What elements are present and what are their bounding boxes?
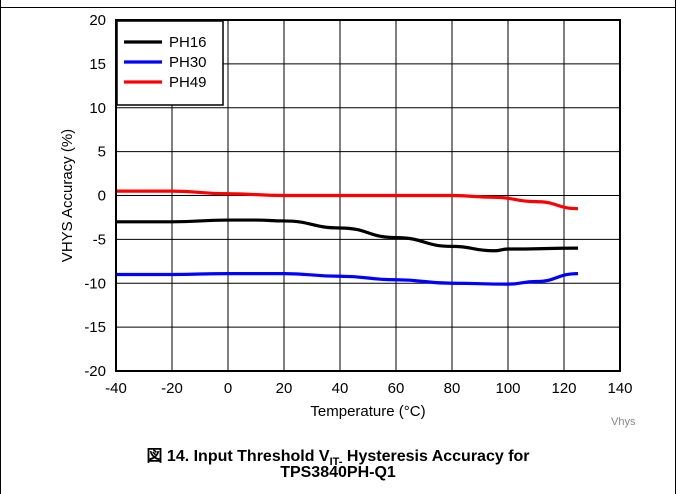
x-tick-label: 60 (388, 380, 405, 397)
x-tick-label: -40 (105, 380, 127, 397)
caption-subscript: IT- (329, 456, 343, 469)
y-tick-label: 10 (89, 100, 106, 117)
plot-area-border (115, 19, 621, 372)
legend-label-ph49: PH49 (169, 74, 207, 91)
line-chart: -40 -20 0 20 40 60 80 100 120 140-20-15-10-505101… (59, 12, 633, 420)
series-line-ph30 (116, 271, 579, 286)
y-tick-label: -20 (84, 363, 106, 380)
x-axis-label: Temperature (°C) (310, 403, 425, 420)
y-tick-label: 5 (98, 144, 106, 161)
y-tick-label: 15 (89, 56, 106, 73)
left-frame-border (0, 0, 1, 494)
series-lines (115, 189, 579, 286)
watermark-text: Vhys (611, 416, 636, 428)
legend: PH16 PH30 PH49 (116, 20, 224, 106)
figure-caption-line-2: TPS3840PH-Q1 (280, 464, 396, 481)
x-tick-label: 140 (607, 380, 632, 397)
y-tick-label: 0 (98, 188, 106, 205)
x-tick-label: 20 (276, 380, 293, 397)
series-line-ph16 (116, 218, 579, 253)
y-tick-label: -15 (84, 319, 106, 336)
figure-caption: 図 14. Input Threshold VIT- Hysteresis Ac… (0, 442, 676, 468)
tick-labels: -40 -20 0 20 40 60 80 100 120 140-20-15-10-505101… (84, 12, 632, 397)
x-tick-label: -20 (161, 380, 183, 397)
caption-prefix: 図 14. Input Threshold V (146, 448, 330, 465)
y-tick-label: 20 (89, 12, 106, 29)
series-line-ph49 (115, 189, 579, 211)
x-tick-label: 40 (332, 380, 349, 397)
legend-label-ph16: PH16 (169, 34, 207, 51)
y-tick-label: -5 (93, 231, 106, 248)
caption-suffix: Hysteresis Accuracy for (342, 448, 530, 465)
x-tick-label: 100 (495, 380, 520, 397)
x-tick-label: 80 (444, 380, 461, 397)
y-tick-label: -10 (84, 275, 106, 292)
legend-label-ph30: PH30 (169, 54, 207, 71)
y-axis-label: VHYS Accuracy (%) (59, 129, 76, 262)
x-tick-label: 120 (551, 380, 576, 397)
x-tick-label: 0 (224, 380, 232, 397)
